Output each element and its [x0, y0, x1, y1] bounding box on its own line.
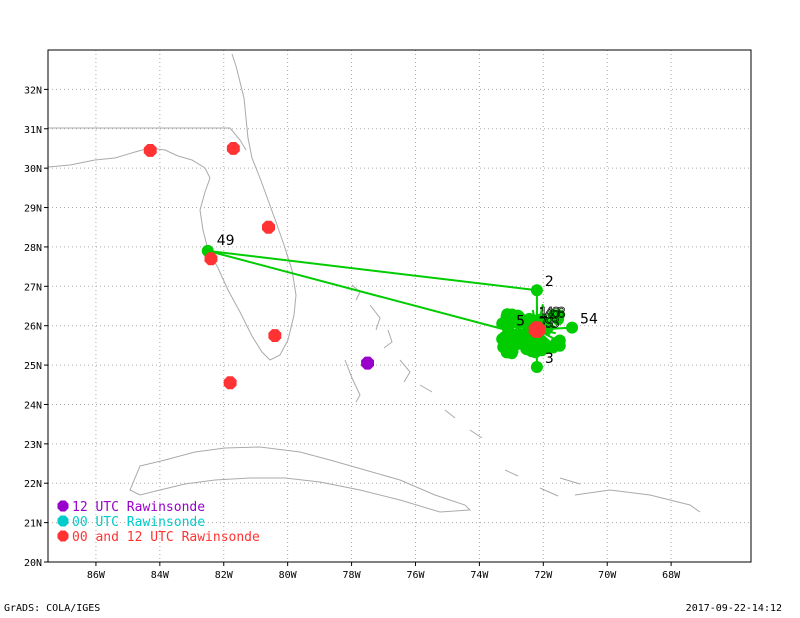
track-segment [207, 249, 538, 292]
lat-tick-label: 30N [24, 164, 42, 175]
track-label: 3 [545, 351, 554, 367]
station-00-12utc-marker [262, 220, 275, 234]
legend-marker [57, 515, 69, 527]
lat-tick-label: 26N [24, 322, 42, 333]
footer-timestamp: 2017-09-22-14:12 [685, 603, 782, 614]
graticule-grid [48, 50, 751, 563]
station-00-12utc-marker [226, 142, 240, 155]
lon-tick-label: 82W [215, 570, 234, 581]
track-segment [207, 249, 506, 331]
footer-credit: GrADS: COLA/IGES [4, 603, 101, 614]
map-frame [47, 49, 752, 563]
legend-label: 00 and 12 UTC Rawinsonde [72, 530, 260, 545]
track-label: 6 [551, 306, 560, 322]
track-point [530, 361, 543, 374]
gulf-coast-north [47, 53, 297, 361]
track-point [552, 313, 565, 326]
lat-tick-label: 32N [24, 85, 42, 96]
lat-tick-label: 24N [24, 400, 42, 411]
lon-tick-label: 86W [87, 570, 106, 581]
lat-tick-label: 20N [24, 558, 42, 569]
station-00-12utc-marker [268, 329, 282, 342]
track-label: 7 [539, 316, 548, 332]
track-point [502, 323, 515, 336]
lon-tick-label: 70W [598, 570, 617, 581]
cuba-coast [129, 446, 472, 513]
legend-label: 00 UTC Rawinsonde [72, 515, 205, 530]
station-00-12utc-marker [143, 144, 157, 157]
lon-tick-label: 72W [534, 570, 553, 581]
track-point [499, 333, 512, 346]
track-label: 3 [551, 316, 560, 332]
legend-label: 12 UTC Rawinsonde [72, 500, 205, 515]
rawinsonde-stations [57, 142, 546, 542]
coastlines [47, 53, 701, 513]
track-label: 54 [580, 312, 598, 328]
hispaniola-coast [574, 489, 701, 513]
track-label: 9 [545, 316, 554, 332]
lat-tick-label: 27N [24, 282, 42, 293]
track-label: 8 [557, 306, 566, 322]
station-00-12utc-marker [204, 252, 218, 266]
track-point [566, 321, 579, 334]
us-state-border [48, 127, 247, 151]
lon-tick-label: 76W [406, 570, 425, 581]
lat-tick-label: 23N [24, 440, 42, 451]
track-label: 49 [217, 233, 235, 249]
lon-tick-label: 84W [151, 570, 170, 581]
axis-ticks: 86W 84W 82W 80W 78W 76W 74W 72W 70W 68W 20N 21N 22N 2… [24, 85, 681, 581]
track-point [530, 284, 543, 297]
station-12utc-marker [361, 356, 374, 370]
lon-tick-label: 78W [343, 570, 362, 581]
track-point [509, 335, 522, 348]
lon-tick-label: 80W [279, 570, 298, 581]
lon-tick-label: 68W [662, 570, 681, 581]
legend-marker [57, 530, 69, 542]
lat-tick-label: 31N [24, 125, 42, 136]
track-point [533, 343, 546, 356]
lon-tick-label: 74W [470, 570, 489, 581]
station-00-12utc-marker [223, 376, 237, 390]
track-label: 5 [516, 314, 525, 330]
lat-tick-label: 22N [24, 479, 42, 490]
lat-tick-label: 29N [24, 204, 42, 215]
track-label: 4 [545, 306, 554, 322]
track-label: 1 [539, 306, 548, 322]
lat-tick-label: 21N [24, 519, 42, 530]
lat-tick-label: 28N [24, 243, 42, 254]
station-00-12utc-marker [528, 321, 546, 338]
track-point [520, 342, 533, 355]
legend-marker [57, 500, 69, 512]
lat-tick-label: 25N [24, 361, 42, 372]
track-label: 2 [545, 274, 554, 290]
track-point [505, 347, 518, 360]
